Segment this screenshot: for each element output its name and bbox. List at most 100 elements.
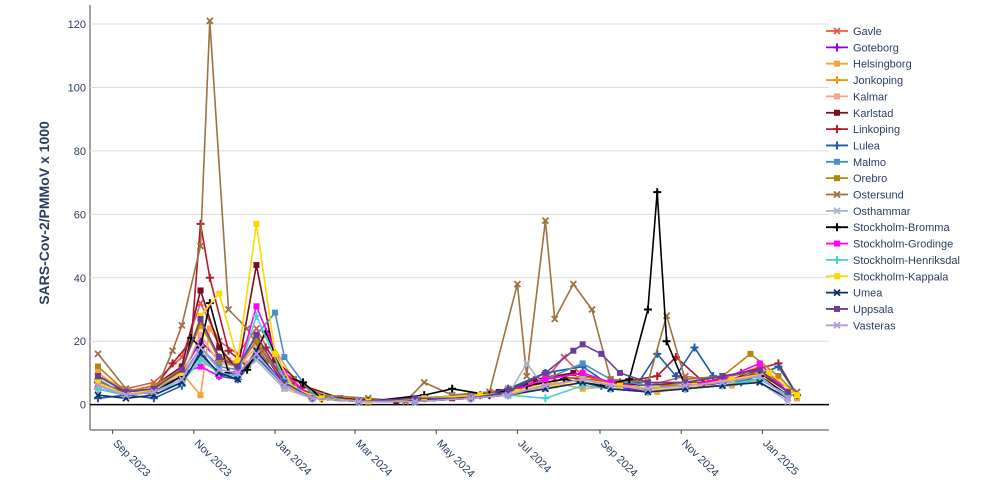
data-point xyxy=(579,341,586,348)
data-point xyxy=(94,369,101,376)
data-point xyxy=(570,369,577,376)
legend-swatch-marker xyxy=(834,60,840,67)
legend-swatch-marker xyxy=(833,207,841,215)
legend-label: Helsingborg xyxy=(853,59,912,71)
data-point xyxy=(718,378,727,387)
data-point xyxy=(448,384,457,393)
data-point xyxy=(206,325,213,332)
legend: Gavle Goteborg Helsingborg Jonkoping Kalmar K… xyxy=(826,26,960,332)
data-point xyxy=(224,305,233,314)
x-tick-label: Sep 2024 xyxy=(598,438,640,480)
data-point xyxy=(644,385,652,393)
legend-item: Stockholm-Henriksdal xyxy=(826,255,960,267)
y-gridlines xyxy=(89,5,829,431)
data-point xyxy=(598,350,605,357)
legend-item: Ostersund xyxy=(826,190,904,202)
data-point xyxy=(196,356,205,365)
data-point xyxy=(150,382,157,389)
legend-item: Lulea xyxy=(826,140,881,152)
plot-area xyxy=(93,17,802,406)
legend-label: Lulea xyxy=(853,140,881,152)
legend-item: Orebro xyxy=(826,173,887,185)
y-axis-ticks: 0 20 40 60 80 100 120 xyxy=(68,19,86,412)
data-point xyxy=(94,350,102,358)
data-point xyxy=(272,350,279,357)
data-point xyxy=(308,394,317,402)
data-point xyxy=(542,369,549,376)
legend-swatch-marker xyxy=(833,321,841,329)
legend-item: Vasteras xyxy=(826,320,896,332)
legend-swatch-marker xyxy=(834,240,840,247)
legend-label: Goteborg xyxy=(853,42,899,54)
data-point xyxy=(206,17,214,25)
data-point xyxy=(784,388,791,395)
data-point xyxy=(579,369,586,376)
data-point xyxy=(411,397,419,406)
data-point xyxy=(94,363,101,370)
data-point xyxy=(794,392,801,399)
legend-swatch-marker xyxy=(833,43,841,52)
legend-label: Linkoping xyxy=(853,124,900,136)
data-point xyxy=(355,397,363,406)
data-point xyxy=(541,381,550,390)
data-point xyxy=(505,388,512,395)
data-point xyxy=(197,331,204,338)
data-point xyxy=(216,363,223,370)
data-point xyxy=(504,391,512,399)
legend-swatch-marker xyxy=(833,255,841,264)
data-point xyxy=(606,381,615,390)
legend-item: Karlstad xyxy=(826,108,893,120)
data-point xyxy=(551,379,558,386)
data-point xyxy=(197,363,204,370)
legend-label: Umea xyxy=(853,288,883,300)
x-tick-label: Nov 2024 xyxy=(679,438,721,480)
data-point xyxy=(644,382,651,389)
legend-label: Stockholm-Bromma xyxy=(853,222,950,234)
legend-label: Stockholm-Grodinge xyxy=(853,239,953,251)
legend-label: Vasteras xyxy=(853,320,896,332)
legend-swatch-marker xyxy=(834,158,840,165)
x-tick-label: Mar 2024 xyxy=(353,438,394,479)
data-point xyxy=(196,343,205,352)
data-point xyxy=(94,381,102,390)
data-point xyxy=(253,220,260,227)
data-point xyxy=(252,311,261,320)
data-point xyxy=(281,379,288,386)
data-point xyxy=(197,287,204,294)
x-tick-label: Sep 2023 xyxy=(111,438,153,480)
data-point xyxy=(234,369,242,377)
data-point xyxy=(653,188,662,197)
data-point xyxy=(216,357,223,364)
legend-item: Kalmar xyxy=(826,91,888,103)
data-point xyxy=(411,395,418,402)
legend-label: Orebro xyxy=(853,173,887,185)
data-point xyxy=(94,376,101,383)
data-point xyxy=(654,388,661,395)
data-point xyxy=(216,290,223,297)
data-point xyxy=(150,388,158,396)
legend-label: Stockholm-Henriksdal xyxy=(853,255,960,267)
data-point xyxy=(541,217,550,225)
y-tick-label: 120 xyxy=(68,19,86,31)
x-axis-ticks: Sep 2023 Nov 2023 Jan 2024 Mar 2024 May 2024… xyxy=(111,430,801,480)
x-tick-label: Jul 2024 xyxy=(515,438,553,476)
data-point xyxy=(542,376,549,383)
data-point xyxy=(774,362,783,371)
data-point xyxy=(719,373,726,380)
legend-swatch-marker xyxy=(834,93,840,100)
data-point xyxy=(168,347,177,355)
data-point xyxy=(643,305,652,314)
data-point xyxy=(253,338,260,345)
data-point xyxy=(775,373,782,380)
legend-swatch-marker xyxy=(833,141,841,150)
data-point xyxy=(671,372,680,381)
legend-swatch-marker xyxy=(833,223,841,232)
y-tick-label: 100 xyxy=(68,82,86,94)
data-point xyxy=(579,373,586,380)
legend-item: Linkoping xyxy=(826,124,900,136)
data-point xyxy=(94,379,101,386)
data-point xyxy=(216,360,223,367)
legend-swatch-marker xyxy=(834,305,840,312)
data-point xyxy=(551,382,558,389)
y-tick-label: 60 xyxy=(74,209,86,221)
